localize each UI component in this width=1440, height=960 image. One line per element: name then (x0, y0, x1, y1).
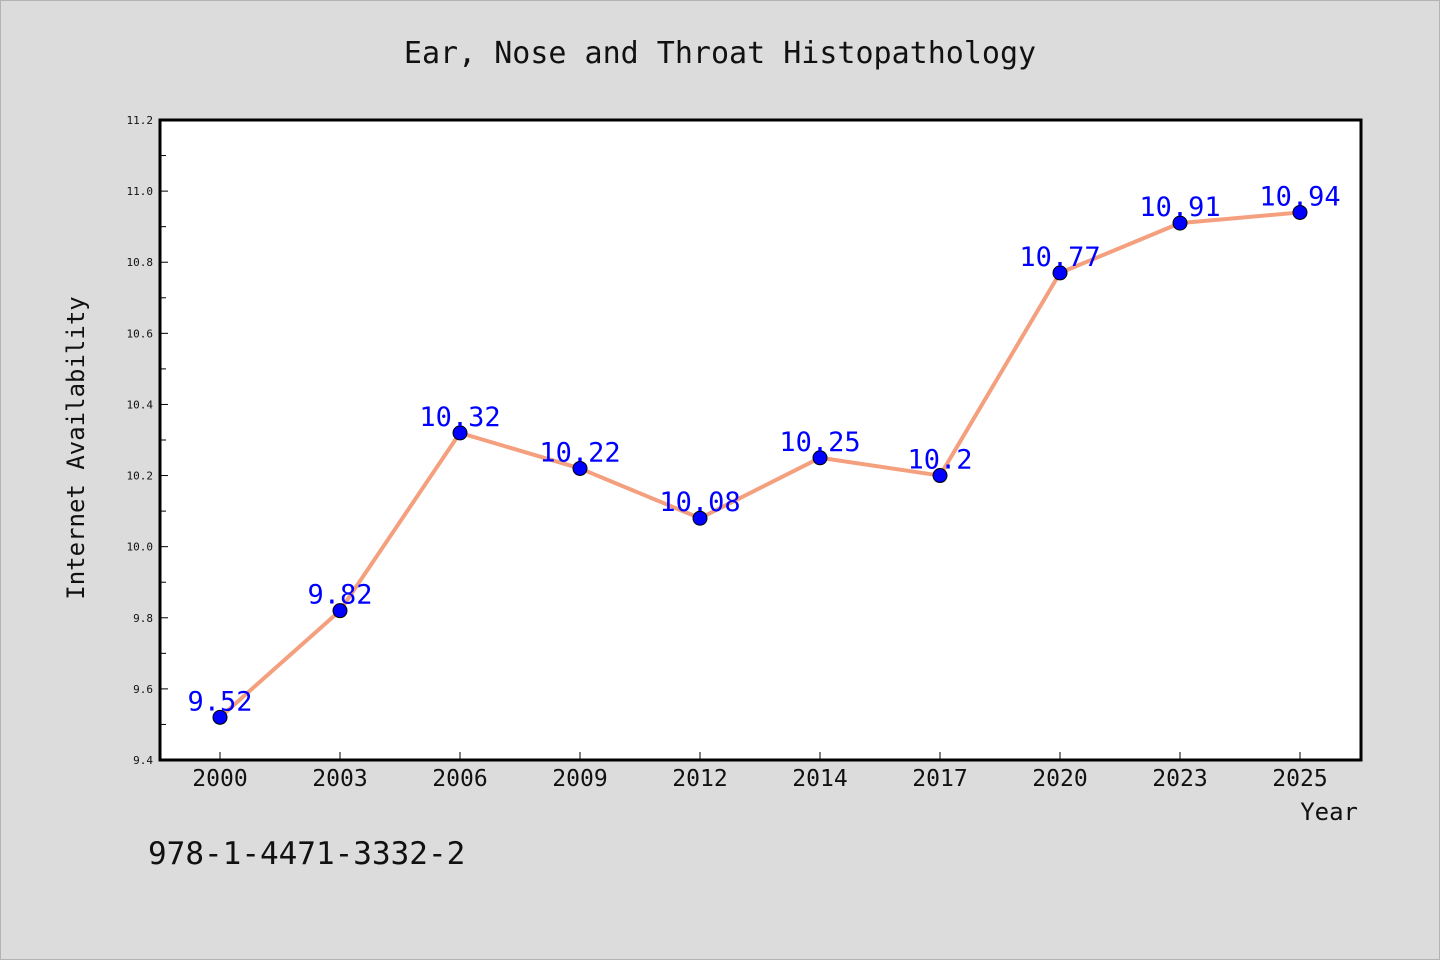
x-tick-label: 2017 (912, 766, 967, 792)
footnote-isbn: 978-1-4471-3332-2 (148, 836, 465, 872)
data-label: 9.82 (307, 580, 372, 611)
y-tick-label: 9.6 (133, 683, 153, 696)
y-tick-label: 9.4 (133, 754, 153, 767)
data-label: 10.08 (659, 487, 740, 518)
y-axis-label: Internet Availability (62, 296, 90, 599)
data-point (932, 468, 948, 484)
series-line (218, 210, 1301, 719)
x-tick-label: 2020 (1032, 766, 1087, 792)
data-point (212, 709, 228, 725)
data-label-layer: 9.52 9.82 10.32 10.22 10.08 10.25 10.2 10.77 10.… (187, 181, 1340, 717)
x-tick-label: 2006 (432, 766, 487, 792)
x-tick-label: 2014 (792, 766, 847, 792)
data-label: 10.94 (1259, 181, 1340, 212)
data-label: 10.32 (419, 402, 500, 433)
data-point (1292, 204, 1308, 220)
x-tick-label: 2025 (1272, 766, 1327, 792)
y-tick-label: 11.0 (127, 185, 154, 198)
chart-title: Ear, Nose and Throat Histopathology (404, 36, 1036, 71)
data-point (332, 603, 348, 619)
data-point (812, 450, 828, 466)
x-axis: 2000 2003 2006 2009 2012 2014 2017 2020 2023 2025 (192, 752, 1328, 792)
y-tick-label: 10.4 (127, 398, 154, 411)
y-tick-label: 10.8 (127, 256, 154, 269)
data-point (452, 425, 468, 441)
data-point (1172, 215, 1188, 231)
y-tick-label: 11.2 (127, 114, 154, 127)
x-axis-label: Year (1300, 798, 1358, 826)
y-axis: 9.4 9.6 9.8 10.0 10.2 10.4 10.6 10.8 11.0 11.2 (127, 114, 168, 767)
plot-area (158, 118, 1363, 762)
series-layer (212, 204, 1308, 725)
data-label: 10.91 (1139, 192, 1220, 223)
x-tick-label: 2009 (552, 766, 607, 792)
data-point (1052, 265, 1068, 281)
y-tick-label: 10.6 (127, 327, 154, 340)
data-point (572, 460, 588, 476)
data-label: 10.2 (907, 445, 972, 476)
y-tick-label: 9.8 (133, 612, 153, 625)
y-tick-label: 10.0 (127, 541, 154, 554)
data-label: 10.25 (779, 427, 860, 458)
data-label: 9.52 (187, 686, 252, 717)
data-point (692, 510, 708, 526)
x-tick-label: 2012 (672, 766, 727, 792)
x-tick-label: 2023 (1152, 766, 1207, 792)
x-tick-label: 2003 (312, 766, 367, 792)
data-label: 10.22 (539, 437, 620, 468)
data-label: 10.77 (1019, 242, 1100, 273)
x-tick-label: 2000 (192, 766, 247, 792)
y-tick-label: 10.2 (127, 470, 154, 483)
